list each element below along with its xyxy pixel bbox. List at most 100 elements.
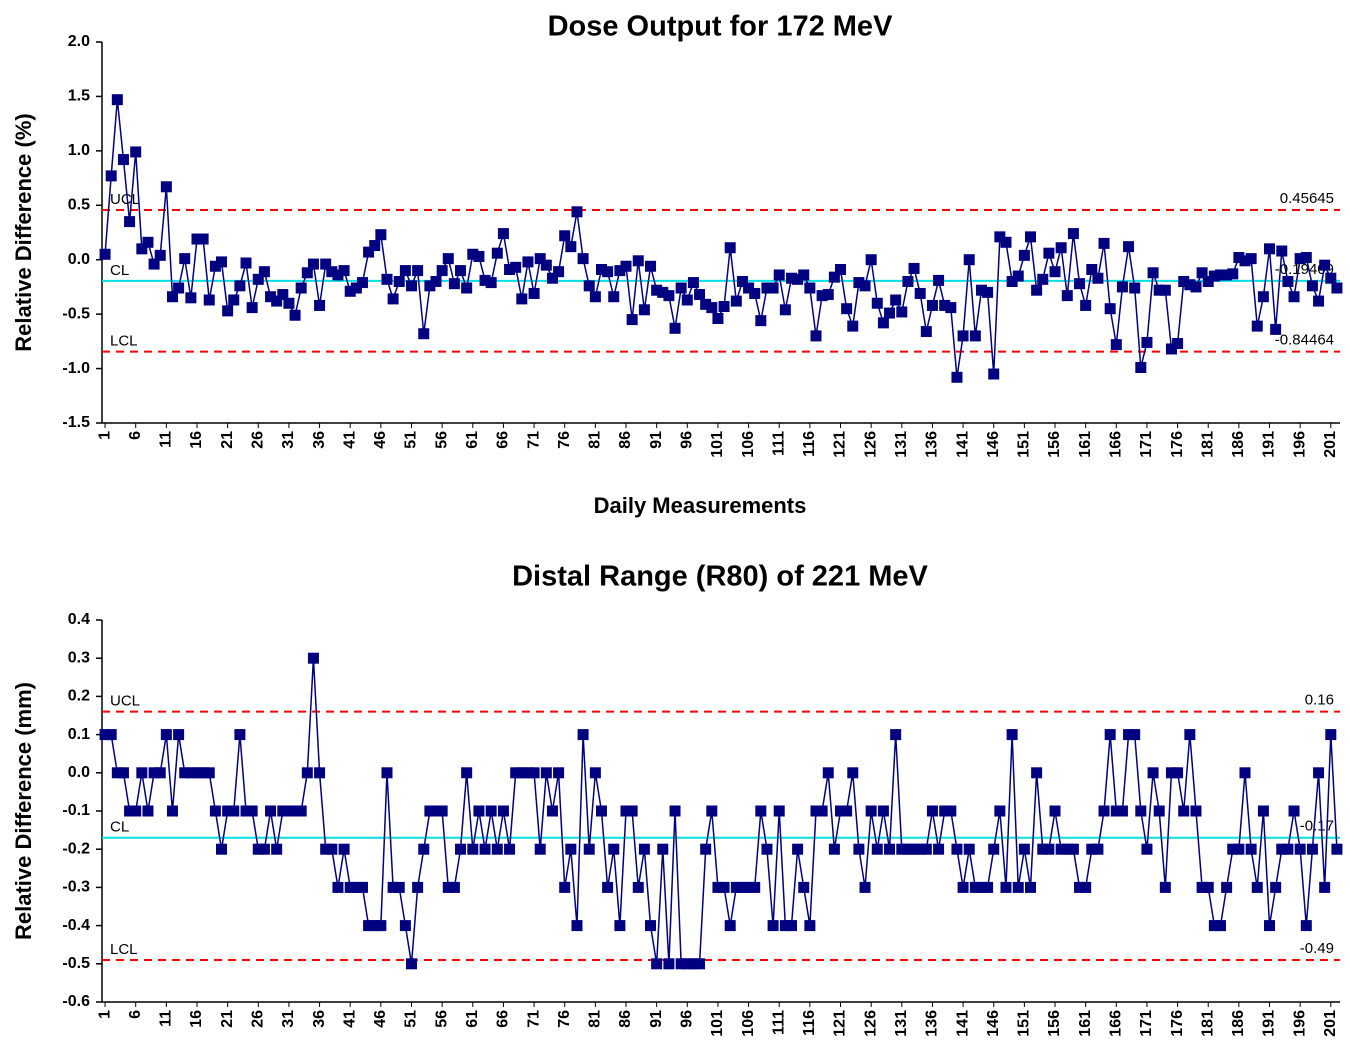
data-point (994, 231, 1006, 243)
data-point (1300, 252, 1312, 264)
data-point (479, 843, 491, 855)
data-point (1006, 275, 1018, 287)
data-point (265, 805, 277, 817)
data-point (356, 881, 368, 893)
data-point (835, 264, 847, 276)
data-point (1086, 843, 1098, 855)
data-point (1031, 767, 1043, 779)
data-point (589, 291, 601, 303)
data-point (130, 146, 142, 158)
data-point (105, 170, 117, 182)
data-point (816, 805, 828, 817)
data-point (1000, 236, 1012, 248)
x-tick-label: 21 (219, 431, 236, 449)
data-point (160, 729, 172, 741)
data-point (1104, 729, 1116, 741)
control-line-value: -0.17 (1300, 818, 1334, 835)
data-point (179, 767, 191, 779)
data-point (1172, 767, 1184, 779)
data-point (1172, 338, 1184, 350)
x-tick-label: 101 (709, 431, 726, 458)
data-point (859, 280, 871, 292)
data-point (442, 253, 454, 265)
x-tick-label: 166 (1108, 431, 1125, 458)
data-point (1276, 843, 1288, 855)
data-point (1153, 805, 1165, 817)
data-point (914, 843, 926, 855)
data-point (810, 805, 822, 817)
data-point (902, 275, 914, 287)
data-point (1245, 843, 1257, 855)
data-point (847, 320, 859, 332)
y-tick-label: 0.0 (68, 764, 90, 781)
x-tick-label: 21 (219, 1010, 236, 1028)
data-point (338, 843, 350, 855)
data-point (975, 881, 987, 893)
data-point (295, 805, 307, 817)
data-point (111, 767, 123, 779)
data-point (559, 881, 571, 893)
data-point (645, 260, 657, 272)
data-point (1018, 249, 1030, 261)
data-point (755, 805, 767, 817)
data-point (657, 843, 669, 855)
data-point (399, 265, 411, 277)
data-point (626, 805, 638, 817)
data-point (154, 767, 166, 779)
data-point (320, 258, 332, 270)
data-point (945, 805, 957, 817)
data-point (418, 843, 430, 855)
data-point (491, 843, 503, 855)
data-point (1319, 881, 1331, 893)
x-tick-label: 16 (188, 431, 205, 449)
data-point (497, 228, 509, 240)
x-tick-label: 101 (709, 1010, 726, 1037)
data-point (773, 269, 785, 281)
data-point (1214, 269, 1226, 281)
data-point (448, 881, 460, 893)
y-tick-label: -0.5 (62, 955, 90, 972)
data-point (252, 273, 264, 285)
data-point (185, 292, 197, 304)
data-point (1135, 361, 1147, 373)
y-tick-label: 0.1 (68, 726, 90, 743)
data-point (988, 843, 1000, 855)
data-point (375, 920, 387, 932)
data-point (939, 299, 951, 311)
y-tick-label: -0.1 (62, 802, 90, 819)
data-point (565, 843, 577, 855)
data-point (577, 729, 589, 741)
data-point (111, 94, 123, 106)
data-point (804, 282, 816, 294)
data-point (252, 843, 264, 855)
data-point (657, 286, 669, 298)
x-tick-label: 71 (525, 431, 542, 449)
data-point (1055, 242, 1067, 254)
x-tick-label: 126 (862, 1010, 879, 1037)
data-point (1012, 881, 1024, 893)
data-point (1159, 881, 1171, 893)
control-line-label: UCL (110, 191, 140, 208)
data-point (166, 291, 178, 303)
data-point (307, 258, 319, 270)
data-point (1000, 881, 1012, 893)
data-point (841, 805, 853, 817)
data-point (608, 291, 620, 303)
x-tick-label: 96 (679, 431, 696, 449)
data-point (620, 260, 632, 272)
x-tick-label: 36 (311, 431, 328, 449)
data-point (1104, 303, 1116, 315)
data-point (1092, 272, 1104, 284)
x-tick-label: 116 (801, 431, 818, 457)
data-point (1043, 843, 1055, 855)
data-point (320, 843, 332, 855)
data-point (553, 266, 565, 278)
data-point (700, 843, 712, 855)
data-point (651, 958, 663, 970)
x-tick-label: 11 (158, 1010, 175, 1027)
data-point (920, 326, 932, 338)
data-point (767, 920, 779, 932)
data-point (785, 272, 797, 284)
data-point (1123, 729, 1135, 741)
x-tick-label: 106 (740, 1010, 757, 1037)
